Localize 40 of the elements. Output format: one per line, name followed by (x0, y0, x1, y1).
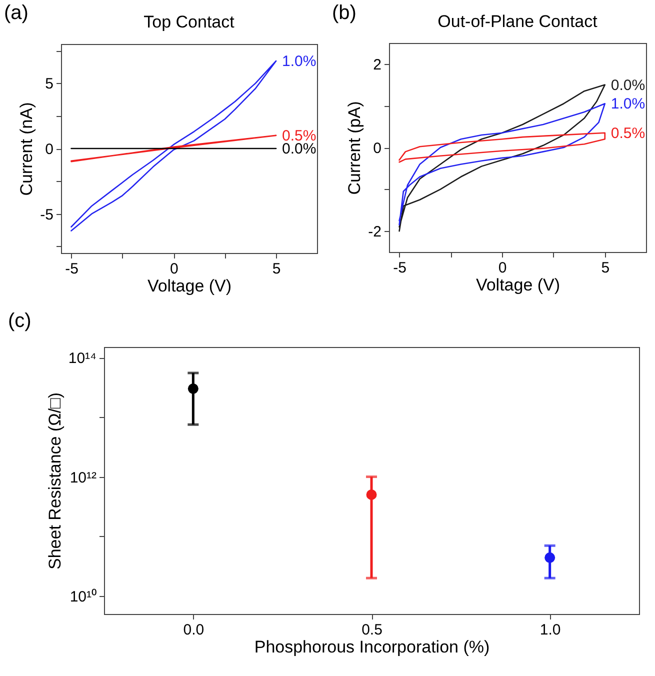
y-tick-label: 5 (45, 76, 54, 93)
y-tick-label: 0 (45, 141, 54, 158)
x-tick-label: 0 (498, 260, 507, 276)
point (366, 489, 377, 500)
point (188, 383, 198, 394)
series-label: 0.5% (610, 124, 646, 142)
series-label: 1.0% (610, 96, 646, 113)
x-tick-label: 0.5 (362, 622, 382, 638)
line-series (398, 102, 606, 226)
series-label: 0.0% (610, 76, 646, 94)
text: (a) (4, 2, 28, 25)
point (544, 552, 556, 563)
y-axis-title: Current (pA) (345, 101, 364, 195)
x-tick-label: 1.0 (540, 622, 561, 638)
y-tick-label: 10¹⁴ (68, 350, 96, 367)
x-tick-label: 0.0 (183, 622, 204, 638)
y-axis-title: Current (nA) (17, 102, 36, 196)
y-tick-label: 2 (373, 56, 382, 74)
x-tick-label: -5 (393, 260, 406, 276)
series-label: 1.0% (282, 52, 316, 70)
line-series (70, 134, 277, 162)
x-axis-title: Voltage (V) (476, 276, 560, 294)
x-axis-title: Phosphorous Incorporation (%) (254, 638, 490, 656)
text: (b) (332, 2, 356, 25)
y-tick-label: 10¹² (70, 469, 96, 486)
y-tick-label: 0 (373, 140, 382, 157)
chart-title: Top Contact (144, 12, 235, 32)
y-tick-label: 10¹⁰ (70, 588, 96, 606)
y-axis-title: Sheet Resistance (Ω/□) (45, 392, 64, 570)
text: (c) (8, 310, 32, 333)
y-tick-label: -5 (40, 206, 54, 224)
line-series (398, 84, 606, 232)
chart-title: Out-of-Plane Contact (438, 12, 598, 31)
x-tick-label: 0 (170, 260, 178, 278)
x-tick-label: 5 (601, 260, 610, 276)
x-axis-title: Voltage (V) (147, 276, 232, 296)
x-tick-label: 5 (272, 260, 281, 278)
line-series (70, 60, 277, 232)
line-series (398, 132, 606, 163)
y-tick-label: -2 (368, 224, 382, 241)
